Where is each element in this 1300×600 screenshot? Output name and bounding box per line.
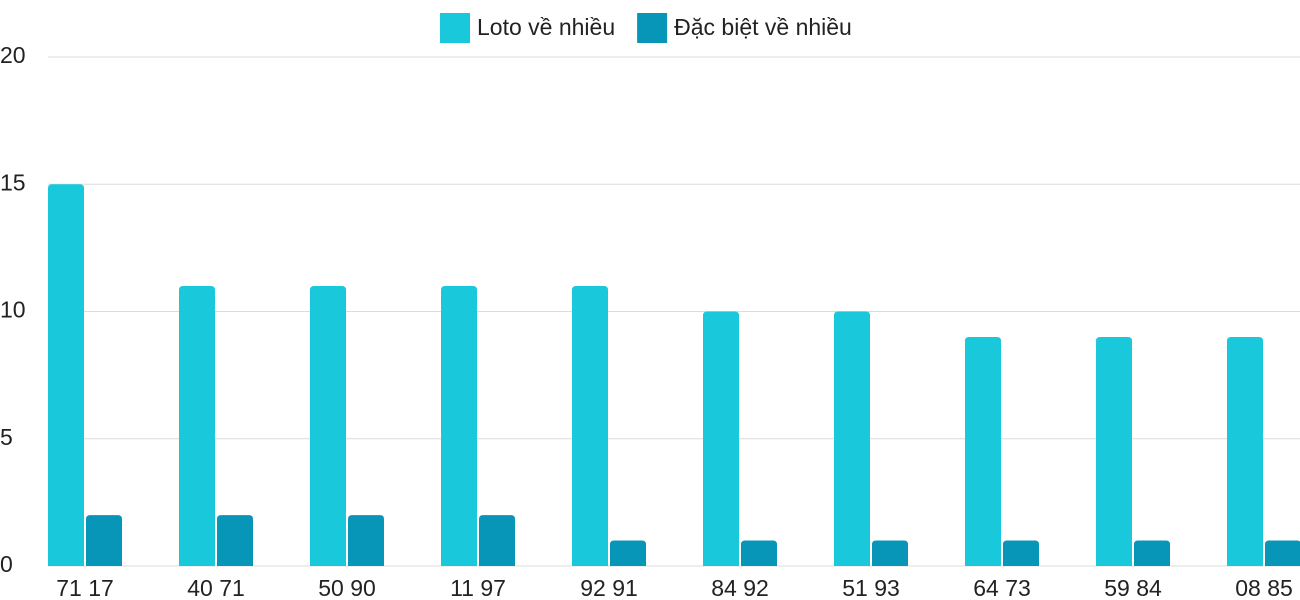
bar (872, 540, 908, 566)
bar (348, 515, 384, 566)
bar (703, 311, 739, 566)
x-tick-label: 50 90 (318, 575, 376, 600)
bar (572, 286, 608, 566)
x-tick-label: 40 71 (187, 575, 245, 600)
bar (1227, 336, 1263, 566)
x-tick-label: 71 17 (56, 575, 114, 600)
legend-swatch (637, 13, 668, 43)
y-tick-label: 15 (0, 169, 26, 195)
bar (217, 515, 253, 566)
bar (441, 286, 477, 566)
y-tick-label: 0 (0, 551, 13, 577)
bar (1134, 540, 1170, 566)
x-tick-label: 84 92 (711, 575, 769, 600)
bar (834, 311, 870, 566)
x-tick-label: 51 93 (842, 575, 900, 600)
y-tick-label: 10 (0, 297, 26, 323)
y-tick-label: 20 (0, 42, 26, 68)
legend-swatch (440, 13, 470, 43)
bar (179, 286, 215, 566)
bar (1096, 336, 1132, 566)
bar (479, 515, 515, 566)
x-tick-label: 64 73 (973, 575, 1031, 600)
bar (741, 540, 777, 566)
bar (48, 184, 84, 566)
x-tick-label: 92 91 (580, 575, 638, 600)
x-tick-label: 59 84 (1104, 575, 1162, 600)
y-tick-label: 5 (0, 424, 13, 450)
x-tick-label: 08 85 (1235, 575, 1293, 600)
bar (310, 286, 346, 566)
bar (610, 540, 646, 566)
bar (1265, 540, 1300, 566)
x-tick-label: 11 97 (450, 575, 506, 600)
legend-label: Loto về nhiều (477, 14, 615, 40)
legend-label: Đặc biệt về nhiều (674, 14, 852, 40)
bar (86, 515, 122, 566)
bar (965, 336, 1001, 566)
bar (1003, 540, 1039, 566)
